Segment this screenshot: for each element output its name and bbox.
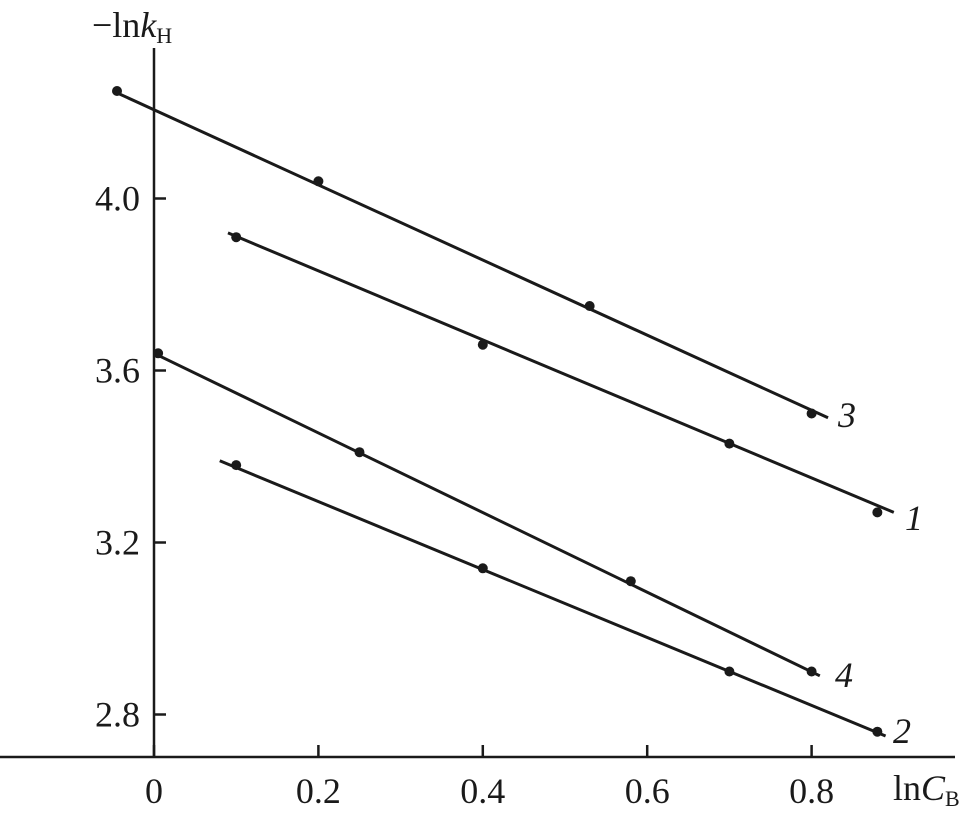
data-point [112, 86, 123, 96]
data-point [584, 301, 595, 311]
data-point [872, 726, 883, 737]
fit-line [219, 459, 887, 738]
x-axis-title: lnCB [893, 768, 960, 811]
data-point [313, 176, 324, 187]
y-tick-label: 3.6 [95, 351, 140, 391]
y-tick-label: 4.0 [95, 179, 140, 219]
fit-line [153, 351, 821, 678]
data-point [477, 563, 488, 574]
x-tick-label: 0.6 [625, 771, 670, 811]
series-label: 1 [905, 498, 923, 538]
series-label: 3 [837, 395, 856, 435]
series-1: 1 [227, 231, 923, 538]
series-layer: 1 2 3 4 [112, 86, 923, 751]
data-point [354, 447, 365, 458]
data-point [806, 666, 817, 677]
series-4: 4 [153, 348, 853, 695]
data-point [625, 576, 636, 587]
y-tick-label: 2.8 [95, 695, 140, 735]
data-point [477, 339, 488, 350]
x-tick-label: 0.4 [460, 771, 505, 811]
y-axis-title: −lnkH [92, 5, 172, 48]
y-tick-label: 3.2 [95, 523, 140, 563]
data-point [872, 507, 883, 518]
fit-line [112, 89, 829, 420]
axis-ticks: 0 0.2 0.4 0.6 0.8 2.8 3.2 3.6 4.0 [95, 179, 834, 812]
series-2: 2 [219, 459, 911, 751]
series-3: 3 [112, 86, 856, 435]
x-tick-label: 0.8 [789, 771, 834, 811]
series-label: 2 [893, 711, 911, 751]
data-point [806, 408, 817, 419]
data-point [153, 348, 164, 359]
fit-line [227, 231, 895, 514]
data-point [724, 438, 735, 449]
x-tick-label: 0.2 [296, 771, 341, 811]
series-label: 4 [835, 655, 853, 695]
data-point [231, 232, 242, 243]
x-tick-label: 0 [145, 771, 163, 811]
data-point [231, 460, 242, 471]
data-point [724, 666, 735, 677]
